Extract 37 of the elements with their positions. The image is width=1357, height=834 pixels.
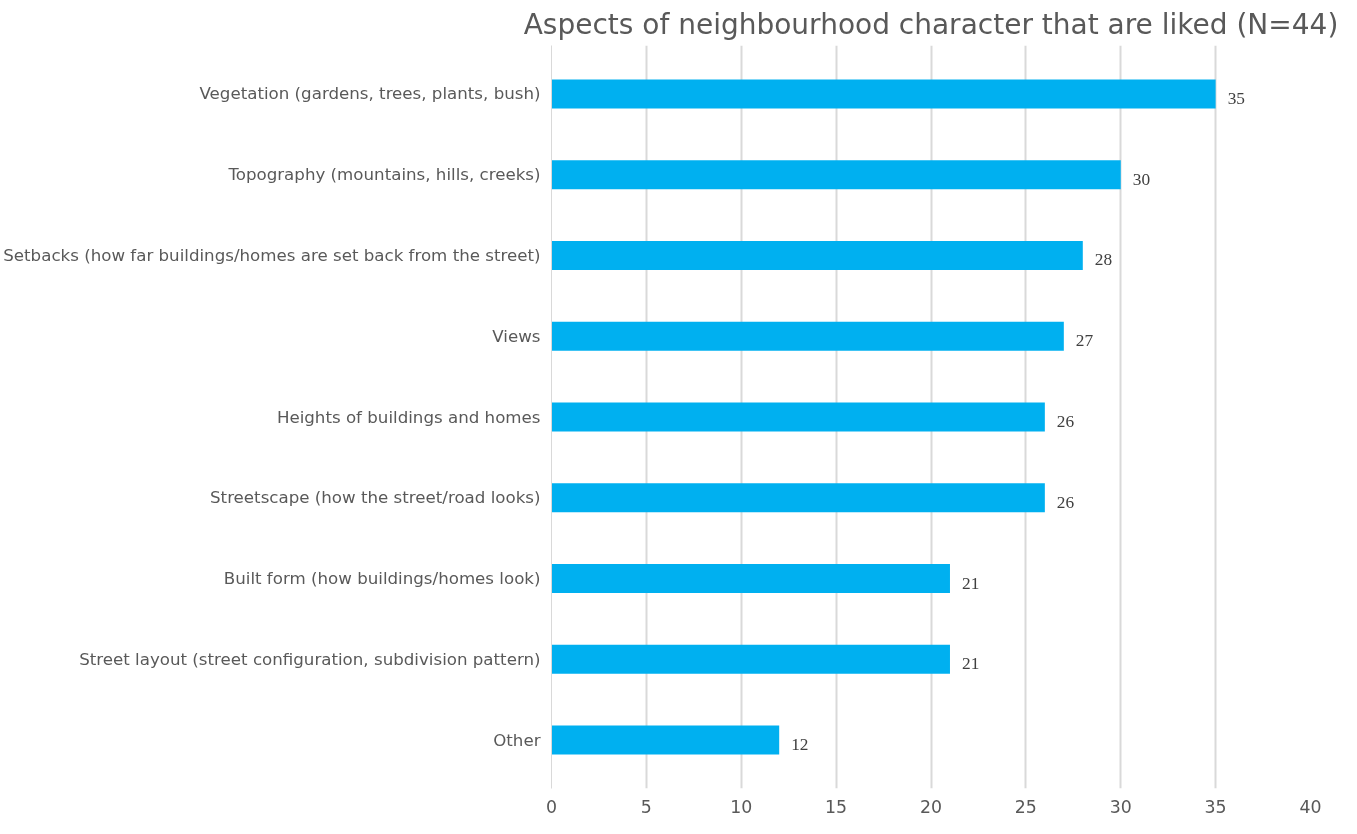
y-tick-label: Vegetation (gardens, trees, plants, bush) — [199, 84, 541, 104]
chart-title: Aspects of neighbourhood character that are liked (N=44) — [523, 7, 1339, 41]
data-label: 28 — [1094, 250, 1113, 270]
y-tick-label: Setbacks (how far buildings/homes are set back from the street) — [3, 245, 541, 265]
y-tick-label: Built form (how buildings/homes look) — [223, 569, 541, 589]
y-tick-label: Street layout (street configuration, subdivision pattern) — [79, 649, 541, 669]
bar — [551, 644, 950, 674]
x-tick-label: 15 — [825, 796, 848, 817]
y-tick-label: Streetscape (how the street/road looks) — [210, 488, 541, 508]
data-label: 26 — [1056, 492, 1075, 512]
data-label: 35 — [1227, 88, 1245, 108]
data-label: 26 — [1056, 412, 1075, 431]
x-tick-label: 30 — [1109, 796, 1132, 817]
bar — [551, 240, 1083, 271]
bar — [551, 725, 780, 755]
x-tick-label: 35 — [1204, 796, 1227, 817]
y-tick-label: Topography (mountains, hills, creeks) — [227, 165, 541, 185]
data-label: 27 — [1075, 331, 1094, 351]
bar — [551, 321, 1064, 351]
x-tick-label: 25 — [1014, 796, 1037, 817]
data-label: 30 — [1132, 169, 1151, 189]
y-tick-label: Other — [493, 730, 541, 750]
x-tick-label: 5 — [640, 796, 652, 817]
x-tick-label: 20 — [919, 796, 943, 817]
data-label: 21 — [961, 654, 980, 674]
data-label: 12 — [791, 735, 809, 755]
x-tick-label: 0 — [545, 796, 558, 817]
y-tick-label: Heights of buildings and homes — [276, 407, 541, 427]
bar — [551, 483, 1045, 513]
bar — [551, 160, 1121, 190]
x-tick-label: 40 — [1299, 796, 1322, 817]
bar — [551, 563, 950, 594]
bar — [551, 79, 1216, 109]
y-tick-label: Views — [492, 326, 541, 346]
data-label: 21 — [961, 573, 980, 593]
bar — [551, 402, 1045, 432]
x-tick-label: 10 — [730, 796, 753, 817]
